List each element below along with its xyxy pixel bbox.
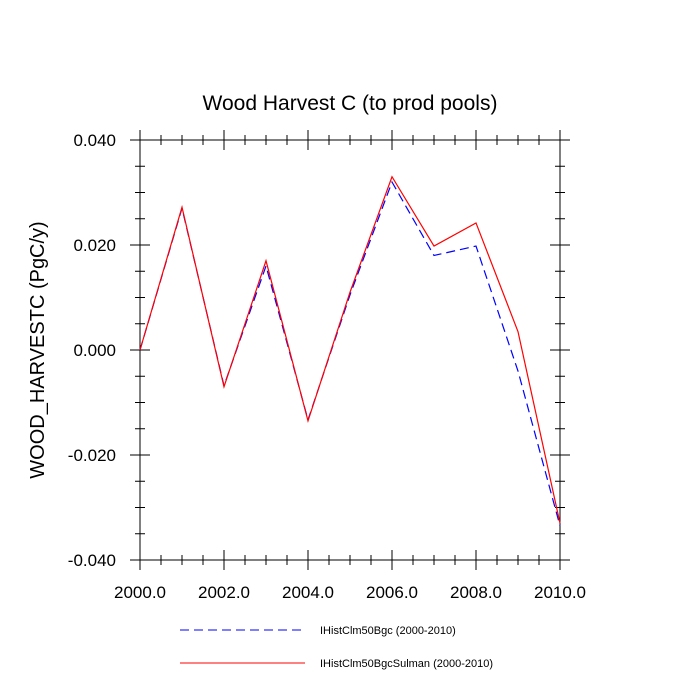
legend-label-2: IHistClm50BgcSulman (2000-2010) bbox=[320, 658, 493, 670]
x-tick-label: 2004.0 bbox=[282, 583, 334, 602]
x-axis-ticks: 2000.0 2002.0 2004.0 2006.0 2008.0 2010.0 bbox=[114, 130, 586, 602]
plot-frame bbox=[139, 139, 561, 561]
legend: IHistClm50Bgc (2000-2010) IHistClm50BgcSu… bbox=[180, 625, 493, 670]
minor-ticks bbox=[135, 135, 565, 565]
y-tick-label: -0.040 bbox=[68, 551, 116, 570]
series-line-1 bbox=[139, 180, 561, 527]
y-tick-label: 0.000 bbox=[73, 341, 116, 360]
x-tick-label: 2002.0 bbox=[198, 583, 250, 602]
x-tick-label: 2010.0 bbox=[534, 583, 586, 602]
x-tick-label: 2000.0 bbox=[114, 583, 166, 602]
series-line-2 bbox=[139, 175, 561, 524]
legend-label-1: IHistClm50Bgc (2000-2010) bbox=[320, 625, 456, 637]
x-tick-label: 2006.0 bbox=[366, 583, 418, 602]
y-tick-label: 0.040 bbox=[73, 131, 116, 150]
chart-title: Wood Harvest C (to prod pools) bbox=[203, 92, 498, 115]
series-layer bbox=[139, 175, 561, 527]
y-axis-ticks: -0.040 -0.020 0.000 0.020 0.040 bbox=[68, 131, 570, 570]
y-tick-label: -0.020 bbox=[68, 446, 116, 465]
y-tick-label: 0.020 bbox=[73, 236, 116, 255]
y-axis-label: WOOD_HARVESTC (PgC/y) bbox=[27, 221, 49, 478]
x-tick-label: 2008.0 bbox=[450, 583, 502, 602]
